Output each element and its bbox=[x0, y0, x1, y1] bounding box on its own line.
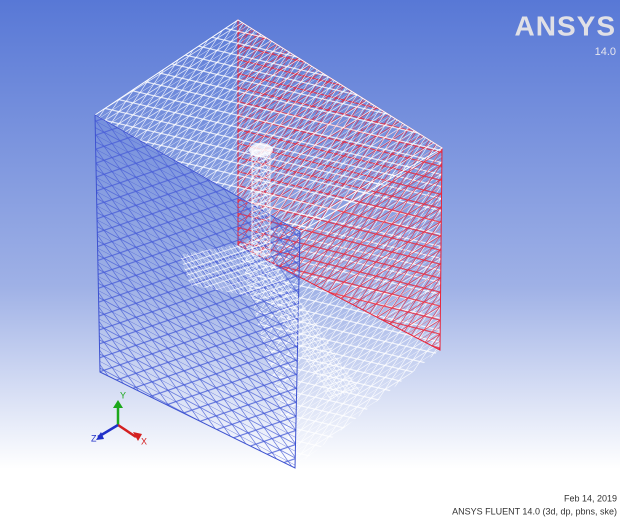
logo-version: 14.0 bbox=[595, 46, 616, 58]
triad-x-head bbox=[133, 432, 142, 441]
mesh-shaft bbox=[251, 149, 271, 256]
footer-product: ANSYS FLUENT 14.0 (3d, dp, pbns, ske) bbox=[452, 506, 617, 516]
triad-y-label: Y bbox=[120, 390, 126, 400]
triad-z-head bbox=[96, 432, 104, 440]
axis-triad: Y Z X bbox=[91, 390, 147, 446]
triad-z-label: Z bbox=[91, 433, 97, 443]
mesh-shaft-top bbox=[249, 143, 273, 157]
mesh-fin bbox=[180, 240, 360, 400]
footer-date: Feb 14, 2019 bbox=[564, 493, 617, 503]
triad-y-head bbox=[113, 400, 123, 408]
logo-brand: ANSYS bbox=[515, 10, 616, 41]
logo: ANSYS 14.0 bbox=[515, 10, 616, 58]
triad-x-label: X bbox=[141, 436, 147, 446]
mesh-box bbox=[94, 19, 443, 469]
triad-x-axis bbox=[117, 423, 137, 439]
mesh-front-face bbox=[94, 114, 301, 469]
